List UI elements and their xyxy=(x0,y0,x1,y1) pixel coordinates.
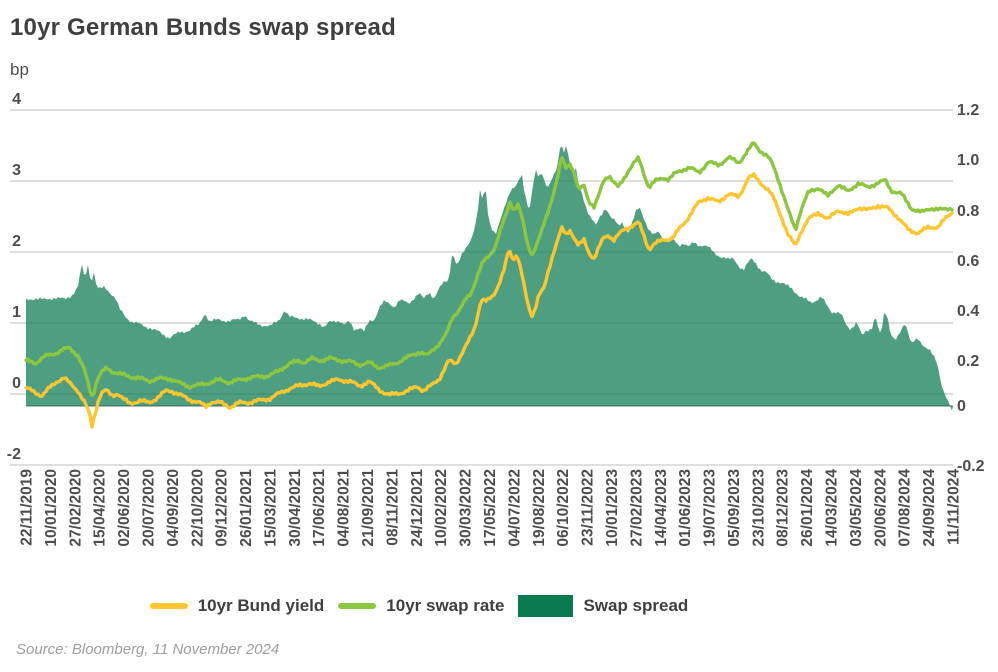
left-axis-tick-label: 4 xyxy=(12,91,21,108)
right-axis-tick-label: 1.0 xyxy=(957,152,979,169)
x-axis-date-label: 26/01/2021 xyxy=(238,469,255,547)
swap-rate-line xyxy=(24,141,954,397)
left-axis-tick-label: 1 xyxy=(12,304,21,321)
legend-item-bund-yield: 10yr Bund yield xyxy=(149,596,325,616)
x-axis-date-label: 02/06/2020 xyxy=(116,469,133,547)
right-axis-tick-label: 0 xyxy=(957,398,966,415)
x-axis-date-label: 20/06/2024 xyxy=(872,469,889,547)
x-axis-date-label: 10/02/2022 xyxy=(433,469,450,547)
chart-title: 10yr German Bunds swap spread xyxy=(10,14,396,41)
x-axis-date-label: 04/08/2021 xyxy=(336,469,353,547)
x-axis-date-label: 01/06/2023 xyxy=(677,469,694,547)
legend-label-swap-rate: 10yr swap rate xyxy=(386,596,505,615)
right-axis-tick-label: 0.2 xyxy=(957,353,979,370)
bund-yield-line-swatch xyxy=(149,603,188,609)
x-axis-date-label: 08/12/2023 xyxy=(775,469,792,547)
swap-rate-line-swatch xyxy=(338,603,377,609)
left-axis-tick-label: 2 xyxy=(12,233,21,250)
x-axis-date-label: 04/09/2020 xyxy=(165,469,182,547)
left-axis-tick-label: 0 xyxy=(12,375,21,392)
left-axis-tick-label: -2 xyxy=(7,446,21,463)
chart-legend: 10yr Bund yield 10yr swap rate Swap spre… xyxy=(0,595,918,617)
x-axis-date-label: 11/11/2024 xyxy=(946,469,963,545)
x-axis-date-label: 15/03/2021 xyxy=(262,469,279,547)
x-axis-date-label: 10/01/2020 xyxy=(43,469,60,547)
x-axis-date-label: 06/10/2022 xyxy=(555,469,572,547)
swap-spread-chart: 4 3 2 1 0 -2 1.2 1.0 0.8 0.6 0.4 0.2 0 -0.2 22/11/2019… xyxy=(7,91,985,547)
x-axis-date-label: 10/01/2023 xyxy=(604,469,621,547)
x-axis-date-label: 20/07/2020 xyxy=(141,469,158,547)
left-axis-tick-label: 3 xyxy=(12,162,21,179)
left-axis-unit-label: bp xyxy=(10,60,29,79)
legend-label-swap-spread: Swap spread xyxy=(583,596,689,615)
x-axis-date-label: 22/11/2019 xyxy=(19,469,36,546)
x-axis-date-label: 22/10/2020 xyxy=(189,469,206,547)
legend-item-swap-spread: Swap spread xyxy=(518,595,688,617)
right-axis-tick-label: 0.8 xyxy=(957,203,979,220)
x-axis-date-label: 19/07/2023 xyxy=(702,469,719,547)
x-axis-date-label: 21/09/2021 xyxy=(360,469,377,547)
x-axis-date-label: 05/09/2023 xyxy=(726,469,743,547)
right-axis-tick-label: -0.2 xyxy=(957,458,985,475)
x-axis-date-label: 26/01/2024 xyxy=(799,469,816,547)
x-axis-date-label: 17/06/2021 xyxy=(311,469,328,547)
x-axis-date-label: 09/12/2020 xyxy=(214,469,231,547)
legend-label-bund-yield: 10yr Bund yield xyxy=(197,596,325,615)
legend-item-swap-rate: 10yr swap rate xyxy=(338,596,504,616)
right-axis-tick-label: 1.2 xyxy=(957,102,979,119)
x-axis-date-label: 14/03/2024 xyxy=(824,469,841,547)
x-axis-date-label: 30/03/2022 xyxy=(458,469,475,547)
source-note: Source: Bloomberg, 11 November 2024 xyxy=(16,641,280,658)
x-axis-date-label: 04/07/2022 xyxy=(506,469,523,547)
right-axis-tick-label: 0.6 xyxy=(957,253,979,270)
x-axis-date-label: 17/05/2022 xyxy=(482,469,499,547)
x-axis-date-label: 27/02/2023 xyxy=(628,469,645,547)
x-axis-date-label: 24/12/2021 xyxy=(409,469,426,547)
x-axis-date-label: 23/10/2023 xyxy=(750,469,767,547)
right-axis-tick-label: 0.4 xyxy=(957,303,979,320)
x-axis-date-label: 19/08/2022 xyxy=(531,469,548,547)
x-axis-date-label: 03/05/2024 xyxy=(848,469,865,547)
x-axis-date-label: 27/02/2020 xyxy=(67,469,84,547)
x-axis-date-label: 07/08/2024 xyxy=(897,469,914,547)
x-axis-date-label: 30/04/2021 xyxy=(287,469,304,547)
swap-spread-area-swatch xyxy=(518,595,574,617)
x-axis-date-label: 24/09/2024 xyxy=(921,469,938,547)
bund-yield-line xyxy=(24,172,954,429)
x-axis-date-label: 15/04/2020 xyxy=(92,469,109,547)
x-axis-date-label: 14/04/2023 xyxy=(653,469,670,547)
x-axis-date-label: 23/11/2022 xyxy=(580,469,597,546)
x-axis-date-label: 08/11/2021 xyxy=(384,469,401,546)
swap-spread-area xyxy=(26,145,953,411)
